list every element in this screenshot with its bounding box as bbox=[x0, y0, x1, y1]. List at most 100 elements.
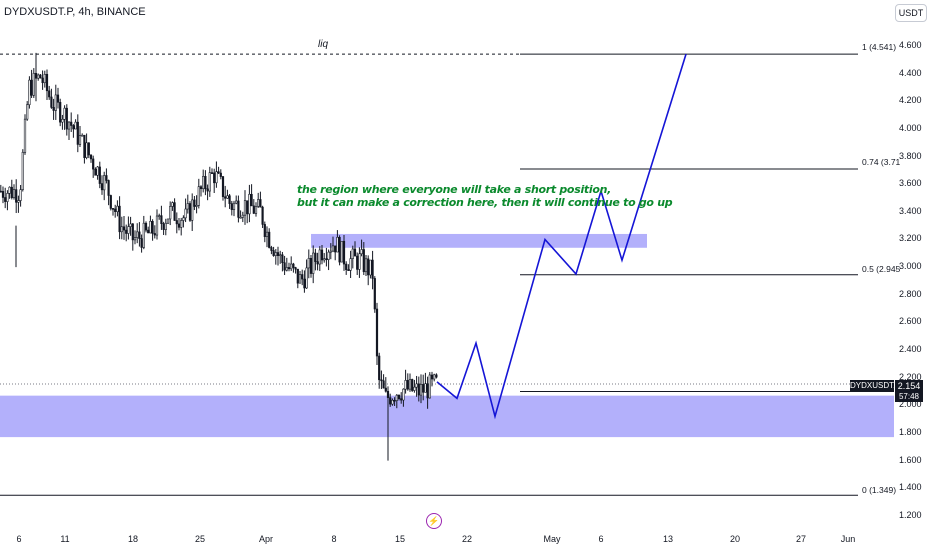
candle-body bbox=[340, 240, 343, 263]
candle-body bbox=[312, 252, 315, 274]
candle-body bbox=[197, 186, 200, 206]
candle-body bbox=[226, 195, 229, 199]
y-tick-label: 4.600 bbox=[899, 40, 922, 50]
candle-body bbox=[76, 121, 79, 145]
candle-body bbox=[259, 199, 262, 208]
ticker-title: DYDXUSDT.P, 4h, BINANCE bbox=[4, 6, 146, 18]
y-tick-label: 4.200 bbox=[899, 95, 922, 106]
x-tick-label: 22 bbox=[461, 534, 473, 544]
y-tick-label: 3.800 bbox=[899, 150, 922, 161]
candle-body bbox=[294, 267, 297, 270]
candle-body bbox=[274, 252, 277, 256]
candle-body bbox=[325, 258, 328, 261]
candle-body bbox=[131, 223, 134, 241]
candle-body bbox=[296, 268, 299, 284]
candle-body bbox=[230, 203, 233, 210]
y-tick-label: 4.000 bbox=[899, 122, 922, 133]
candle-body bbox=[235, 200, 238, 204]
y-tick-label: 4.400 bbox=[899, 67, 922, 78]
candle-body bbox=[147, 229, 150, 234]
candle-body bbox=[224, 196, 227, 199]
candle-body bbox=[301, 274, 304, 280]
chart-annotation: the region where everyone will take a sh… bbox=[297, 183, 673, 209]
candle-body bbox=[30, 79, 33, 96]
candle-body bbox=[360, 249, 363, 255]
candle-body bbox=[52, 107, 55, 111]
y-tick-label: 1.600 bbox=[899, 454, 922, 465]
candle-body bbox=[417, 383, 420, 396]
candle-body bbox=[155, 215, 159, 236]
candle-body bbox=[402, 388, 405, 401]
candle-body bbox=[191, 199, 194, 221]
candle-body bbox=[175, 220, 178, 225]
candle-body bbox=[4, 197, 7, 202]
y-tick-label: 2.200 bbox=[899, 371, 922, 382]
candle-body bbox=[43, 73, 46, 84]
candle-body bbox=[107, 180, 110, 196]
candle-body bbox=[389, 397, 392, 405]
candle-body bbox=[208, 172, 211, 192]
candle-body bbox=[419, 384, 423, 396]
candle-body bbox=[171, 202, 174, 207]
y-tick-label: 3.600 bbox=[899, 178, 922, 189]
candle-body bbox=[199, 186, 203, 190]
candle-body bbox=[433, 374, 436, 380]
support-zone bbox=[0, 395, 894, 438]
candle-body bbox=[364, 258, 368, 273]
candle-body bbox=[323, 258, 326, 261]
candle-body bbox=[415, 383, 418, 388]
candle-body bbox=[78, 135, 82, 145]
candle-body bbox=[307, 257, 310, 269]
price-tag-symbol: DYDXUSDT.P bbox=[850, 380, 901, 392]
candle-body bbox=[166, 218, 170, 224]
candle-body bbox=[320, 249, 324, 261]
candle-body bbox=[37, 74, 40, 79]
candle-body bbox=[12, 189, 16, 199]
candle-body bbox=[345, 263, 348, 270]
lightning-icon[interactable]: ⚡ bbox=[426, 513, 442, 529]
candle-body bbox=[169, 206, 172, 220]
candle-body bbox=[270, 247, 273, 251]
candle-body bbox=[371, 259, 374, 279]
candle-body bbox=[435, 374, 438, 378]
candle-body bbox=[122, 226, 126, 231]
candle-body bbox=[0, 190, 2, 193]
candle-body bbox=[81, 134, 84, 137]
candle-body bbox=[369, 259, 372, 276]
fib-label-0: 0 (1.349) bbox=[862, 485, 897, 495]
candle-body bbox=[395, 394, 398, 401]
candle-body bbox=[272, 250, 275, 256]
candle-body bbox=[15, 189, 18, 203]
candle-body bbox=[74, 121, 77, 130]
candle-body bbox=[393, 399, 396, 402]
price-tag-value: 2.154 bbox=[895, 380, 923, 392]
candle-body bbox=[303, 278, 306, 289]
candle-body bbox=[204, 176, 207, 190]
y-tick-label: 2.400 bbox=[899, 344, 922, 355]
candle-body bbox=[316, 261, 319, 265]
candle-body bbox=[382, 380, 385, 389]
candle-body bbox=[349, 258, 352, 271]
candle-body bbox=[213, 172, 216, 184]
candle-body bbox=[195, 205, 198, 207]
candle-body bbox=[239, 216, 242, 219]
candle-body bbox=[422, 384, 425, 393]
candle-body bbox=[268, 231, 271, 248]
candle-body bbox=[111, 208, 115, 210]
currency-button[interactable]: USDT bbox=[895, 4, 927, 22]
candle-body bbox=[109, 195, 112, 209]
candle-body bbox=[184, 208, 187, 219]
candle-body bbox=[384, 387, 387, 392]
candle-body bbox=[367, 258, 370, 276]
candle-body bbox=[397, 394, 401, 399]
candle-body bbox=[153, 233, 156, 236]
y-tick-label: 3.400 bbox=[899, 205, 922, 216]
candle-body bbox=[246, 200, 249, 215]
x-tick-label: May bbox=[543, 534, 561, 544]
candle-body bbox=[96, 166, 99, 176]
candle-body bbox=[336, 237, 339, 253]
fib-label-1: 1 (4.541) bbox=[862, 42, 897, 52]
candle-body bbox=[116, 205, 119, 212]
candle-body bbox=[164, 222, 167, 230]
